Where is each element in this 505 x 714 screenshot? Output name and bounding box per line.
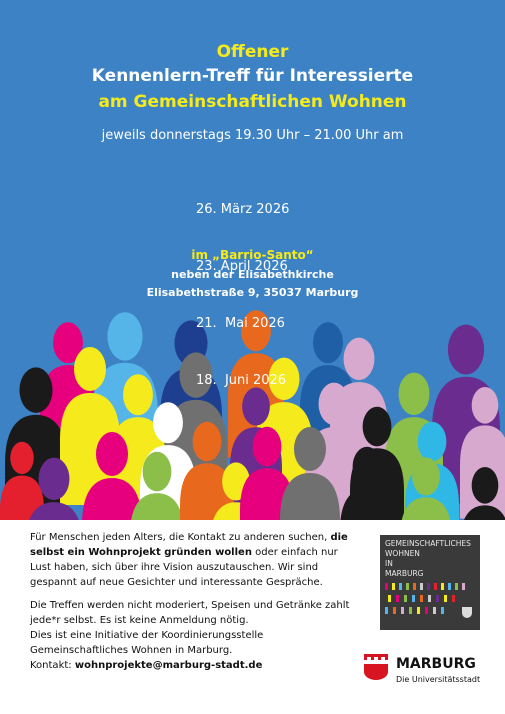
contact-label: Kontakt:: [30, 660, 72, 671]
crest-shape: [364, 654, 388, 680]
bar: [392, 583, 395, 590]
bar: [388, 595, 391, 602]
crest: [462, 607, 472, 618]
bar: [417, 607, 420, 614]
bar: [399, 583, 402, 590]
text: Für Menschen jeden Alters, die Kontakt z…: [30, 532, 328, 543]
bar: [452, 595, 455, 602]
project-logo: GEMEINSCHAFTLICHES WOHNEN IN MARBURG: [380, 535, 480, 630]
bar: [441, 607, 444, 614]
address-line: neben der Elisabethkirche: [171, 268, 334, 281]
dates: 26. März 2026 23. April 2026 21. Mai 202…: [196, 162, 289, 428]
city-tagline: Die Universitätsstadt: [396, 675, 481, 684]
bar: [420, 595, 423, 602]
contact-email[interactable]: wohnprojekte@marburg-stadt.de: [74, 660, 263, 671]
address-line: Elisabethstraße 9, 35037 Marburg: [146, 286, 359, 299]
logo-line: IN: [385, 559, 393, 568]
bar: [412, 595, 415, 602]
bar: [434, 583, 437, 590]
bar: [413, 583, 416, 590]
bar: [385, 583, 388, 590]
title-line: am Gemeinschaftlichen Wohnen: [98, 92, 407, 112]
bar: [462, 583, 465, 590]
paragraph: Für Menschen jeden Alters, die Kontakt z…: [30, 530, 360, 590]
logo-line: GEMEINSCHAFTLICHES: [385, 539, 471, 548]
venue: im „Barrio-Santo“: [191, 248, 314, 262]
bar: [436, 595, 439, 602]
contact: Kontakt: wohnprojekte@marburg-stadt.de: [30, 658, 360, 673]
bar: [420, 583, 423, 590]
bar: [448, 583, 451, 590]
city-name: MARBURG: [396, 656, 476, 672]
bar: [427, 583, 430, 590]
bar: [425, 607, 428, 614]
schedule: jeweils donnerstags 19.30 Uhr – 21.00 Uh…: [101, 128, 404, 143]
header: Offener Kennenlern-Treff für Interessier…: [0, 0, 505, 520]
bar: [441, 583, 444, 590]
bar: [401, 607, 404, 614]
date: 23. April 2026: [196, 259, 288, 274]
bar: [385, 607, 388, 614]
city-crest: [364, 654, 388, 680]
bold-text: die selbst ein Wohnprojekt gründen wolle…: [30, 532, 348, 558]
bar: [406, 583, 409, 590]
bar: [455, 583, 458, 590]
date: 21. Mai 2026: [196, 316, 285, 331]
paragraph: Die Treffen werden nicht moderiert, Spei…: [30, 600, 350, 626]
bar: [444, 595, 447, 602]
paragraph: Dies ist eine Initiative der Koordinieru…: [30, 630, 264, 656]
title-line: Kennenlern-Treff für Interessierte: [91, 66, 414, 86]
body-text: Für Menschen jeden Alters, die Kontakt z…: [30, 530, 360, 673]
date: 26. März 2026: [196, 202, 290, 217]
bar: [409, 607, 412, 614]
bar: [393, 607, 396, 614]
bar: [428, 595, 431, 602]
date: 18. Juni 2026: [196, 373, 287, 388]
logo-line: WOHNEN: [385, 549, 420, 558]
title-line: Offener: [216, 42, 289, 62]
bars: [385, 583, 472, 618]
bar: [433, 607, 436, 614]
city-logo: MARBURG Die Universitätsstadt: [362, 650, 492, 690]
logo-bars: [385, 583, 472, 618]
bar: [404, 595, 407, 602]
text: oder einfach nur Lust haben, sich über i…: [30, 547, 338, 588]
bar: [396, 595, 399, 602]
logo-line: MARBURG: [385, 569, 424, 578]
